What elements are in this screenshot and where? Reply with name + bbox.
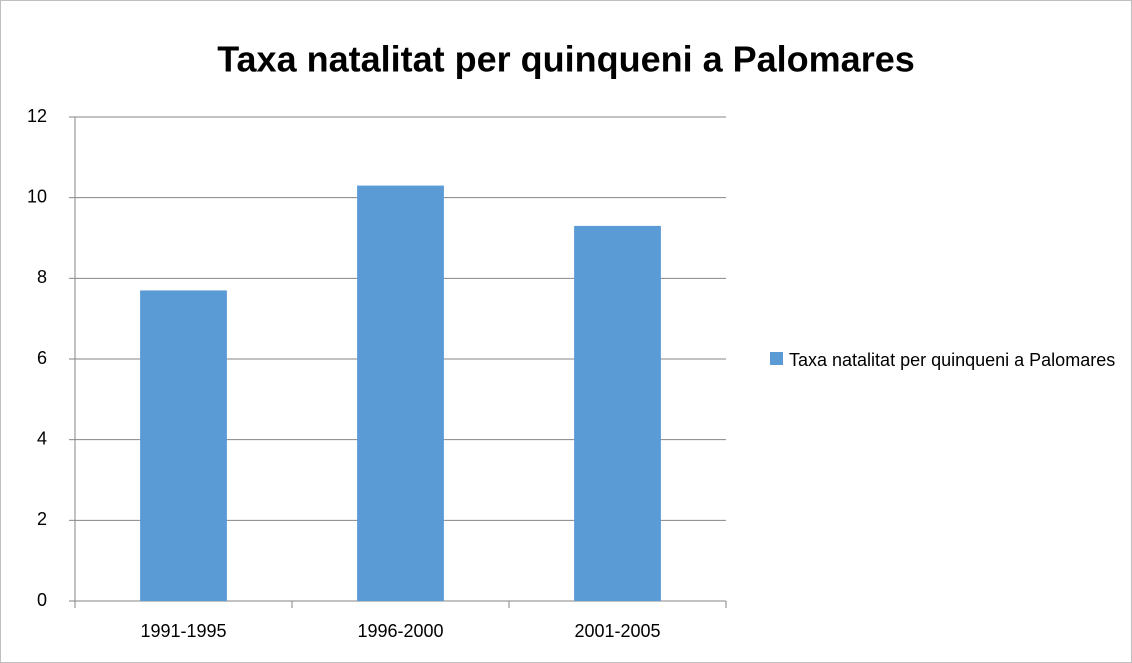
y-tick-label: 4 [37,428,47,448]
bar [357,185,444,602]
y-tick-label: 12 [27,106,47,126]
chart-title: Taxa natalitat per quinqueni a Palomares [217,39,915,80]
bar [140,290,227,601]
legend-swatch [770,352,783,365]
y-tick-label: 6 [37,348,47,368]
legend-label: Taxa natalitat per quinqueni a Palomares [789,350,1116,370]
y-tick-label: 2 [37,509,47,529]
y-tick-label: 10 [27,186,47,206]
x-tick-label: 2001-2005 [574,621,660,641]
y-tick-label: 0 [37,590,47,610]
x-tick-label: 1991-1995 [140,621,226,641]
x-tick-label: 1996-2000 [357,621,443,641]
y-tick-label: 8 [37,267,47,287]
bar [574,225,661,601]
